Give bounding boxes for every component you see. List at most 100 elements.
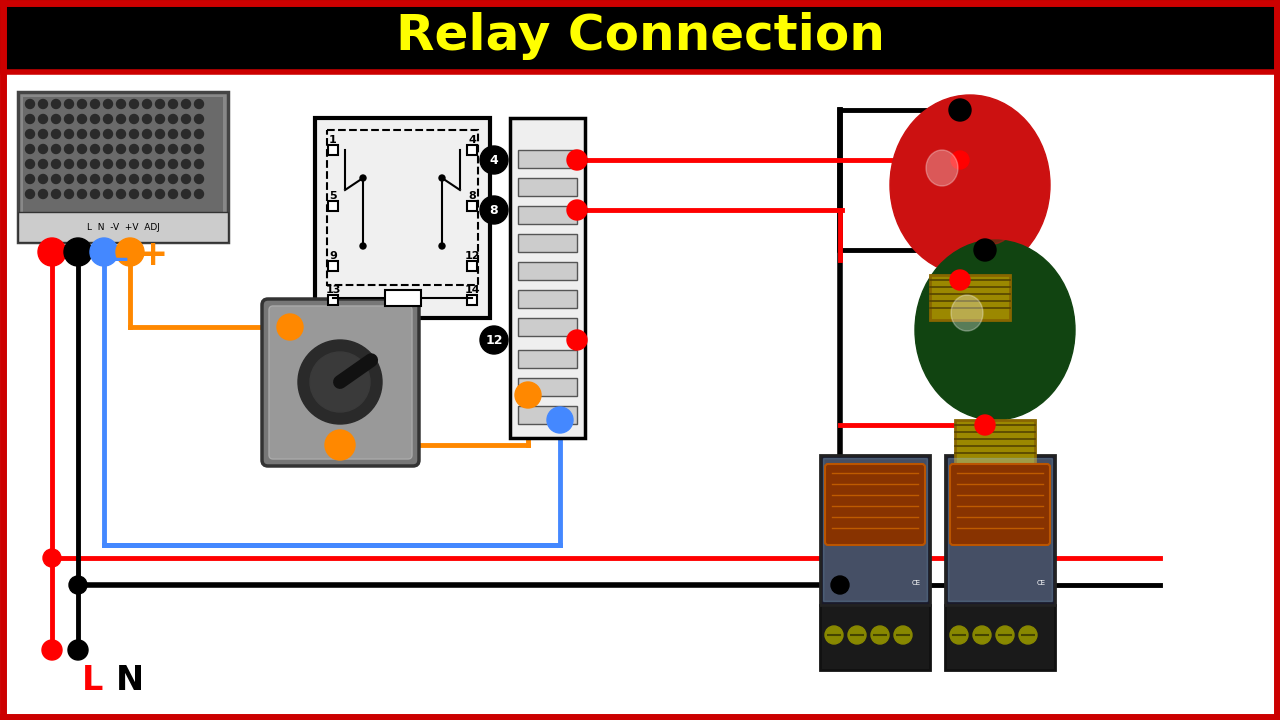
Circle shape [104, 114, 113, 124]
Circle shape [26, 130, 35, 138]
Circle shape [26, 189, 35, 199]
Circle shape [104, 160, 113, 168]
Text: 9: 9 [329, 251, 337, 261]
Circle shape [182, 99, 191, 109]
Circle shape [64, 99, 73, 109]
Circle shape [38, 174, 47, 184]
Circle shape [142, 99, 151, 109]
Circle shape [142, 130, 151, 138]
Text: 4: 4 [468, 135, 476, 145]
Circle shape [155, 130, 165, 138]
Circle shape [276, 314, 303, 340]
Circle shape [116, 99, 125, 109]
Bar [18, 212, 228, 242]
Circle shape [142, 189, 151, 199]
Circle shape [195, 114, 204, 124]
Circle shape [51, 189, 60, 199]
Circle shape [78, 189, 87, 199]
Circle shape [38, 145, 47, 153]
Circle shape [69, 576, 87, 594]
Circle shape [182, 174, 191, 184]
Bar [518, 206, 577, 224]
Circle shape [567, 150, 588, 170]
Text: CE: CE [911, 580, 922, 586]
Bar [328, 145, 338, 155]
Circle shape [64, 238, 92, 266]
Circle shape [195, 160, 204, 168]
Bar [509, 118, 585, 438]
Circle shape [51, 145, 60, 153]
Bar [0, 0, 1280, 72]
FancyBboxPatch shape [23, 97, 223, 212]
Bar [384, 290, 421, 306]
Bar [467, 261, 477, 271]
Circle shape [38, 189, 47, 199]
Circle shape [91, 130, 100, 138]
Circle shape [116, 174, 125, 184]
Circle shape [893, 626, 911, 644]
FancyBboxPatch shape [262, 299, 419, 466]
Circle shape [129, 189, 138, 199]
Circle shape [195, 99, 204, 109]
Circle shape [831, 576, 849, 594]
Bar [328, 295, 338, 305]
Circle shape [195, 174, 204, 184]
Circle shape [950, 270, 970, 290]
Circle shape [182, 189, 191, 199]
Bar [467, 201, 477, 211]
FancyBboxPatch shape [950, 464, 1050, 545]
Bar [518, 350, 577, 368]
Circle shape [975, 415, 995, 435]
Bar [467, 295, 477, 305]
Circle shape [567, 330, 588, 350]
Circle shape [38, 130, 47, 138]
Circle shape [195, 189, 204, 199]
Circle shape [26, 174, 35, 184]
Circle shape [51, 99, 60, 109]
Circle shape [51, 114, 60, 124]
Bar [518, 378, 577, 396]
Circle shape [950, 626, 968, 644]
Circle shape [38, 114, 47, 124]
Circle shape [90, 238, 118, 266]
Circle shape [116, 160, 125, 168]
Bar [518, 178, 577, 196]
Circle shape [91, 114, 100, 124]
Circle shape [64, 174, 73, 184]
Circle shape [973, 626, 991, 644]
Circle shape [480, 146, 508, 174]
FancyBboxPatch shape [826, 464, 925, 545]
Circle shape [974, 239, 996, 261]
Bar [820, 455, 931, 605]
Circle shape [480, 326, 508, 354]
Circle shape [169, 174, 178, 184]
Circle shape [116, 145, 125, 153]
Text: 1: 1 [329, 135, 337, 145]
Bar [326, 130, 477, 285]
Circle shape [155, 189, 165, 199]
Circle shape [847, 626, 867, 644]
Bar [931, 275, 1010, 320]
FancyBboxPatch shape [269, 306, 412, 459]
Circle shape [44, 549, 61, 567]
Circle shape [104, 145, 113, 153]
Circle shape [298, 340, 381, 424]
Text: 5: 5 [329, 191, 337, 201]
Circle shape [78, 145, 87, 153]
Circle shape [91, 174, 100, 184]
Circle shape [439, 243, 445, 249]
Circle shape [515, 382, 541, 408]
Bar [945, 605, 1055, 670]
Circle shape [948, 99, 972, 121]
Circle shape [104, 99, 113, 109]
Circle shape [78, 160, 87, 168]
Circle shape [567, 200, 588, 220]
Circle shape [51, 130, 60, 138]
Text: +: + [137, 238, 168, 272]
Circle shape [169, 189, 178, 199]
Text: 13: 13 [325, 285, 340, 295]
Circle shape [104, 174, 113, 184]
Circle shape [26, 99, 35, 109]
Circle shape [568, 151, 586, 169]
Circle shape [975, 416, 995, 434]
